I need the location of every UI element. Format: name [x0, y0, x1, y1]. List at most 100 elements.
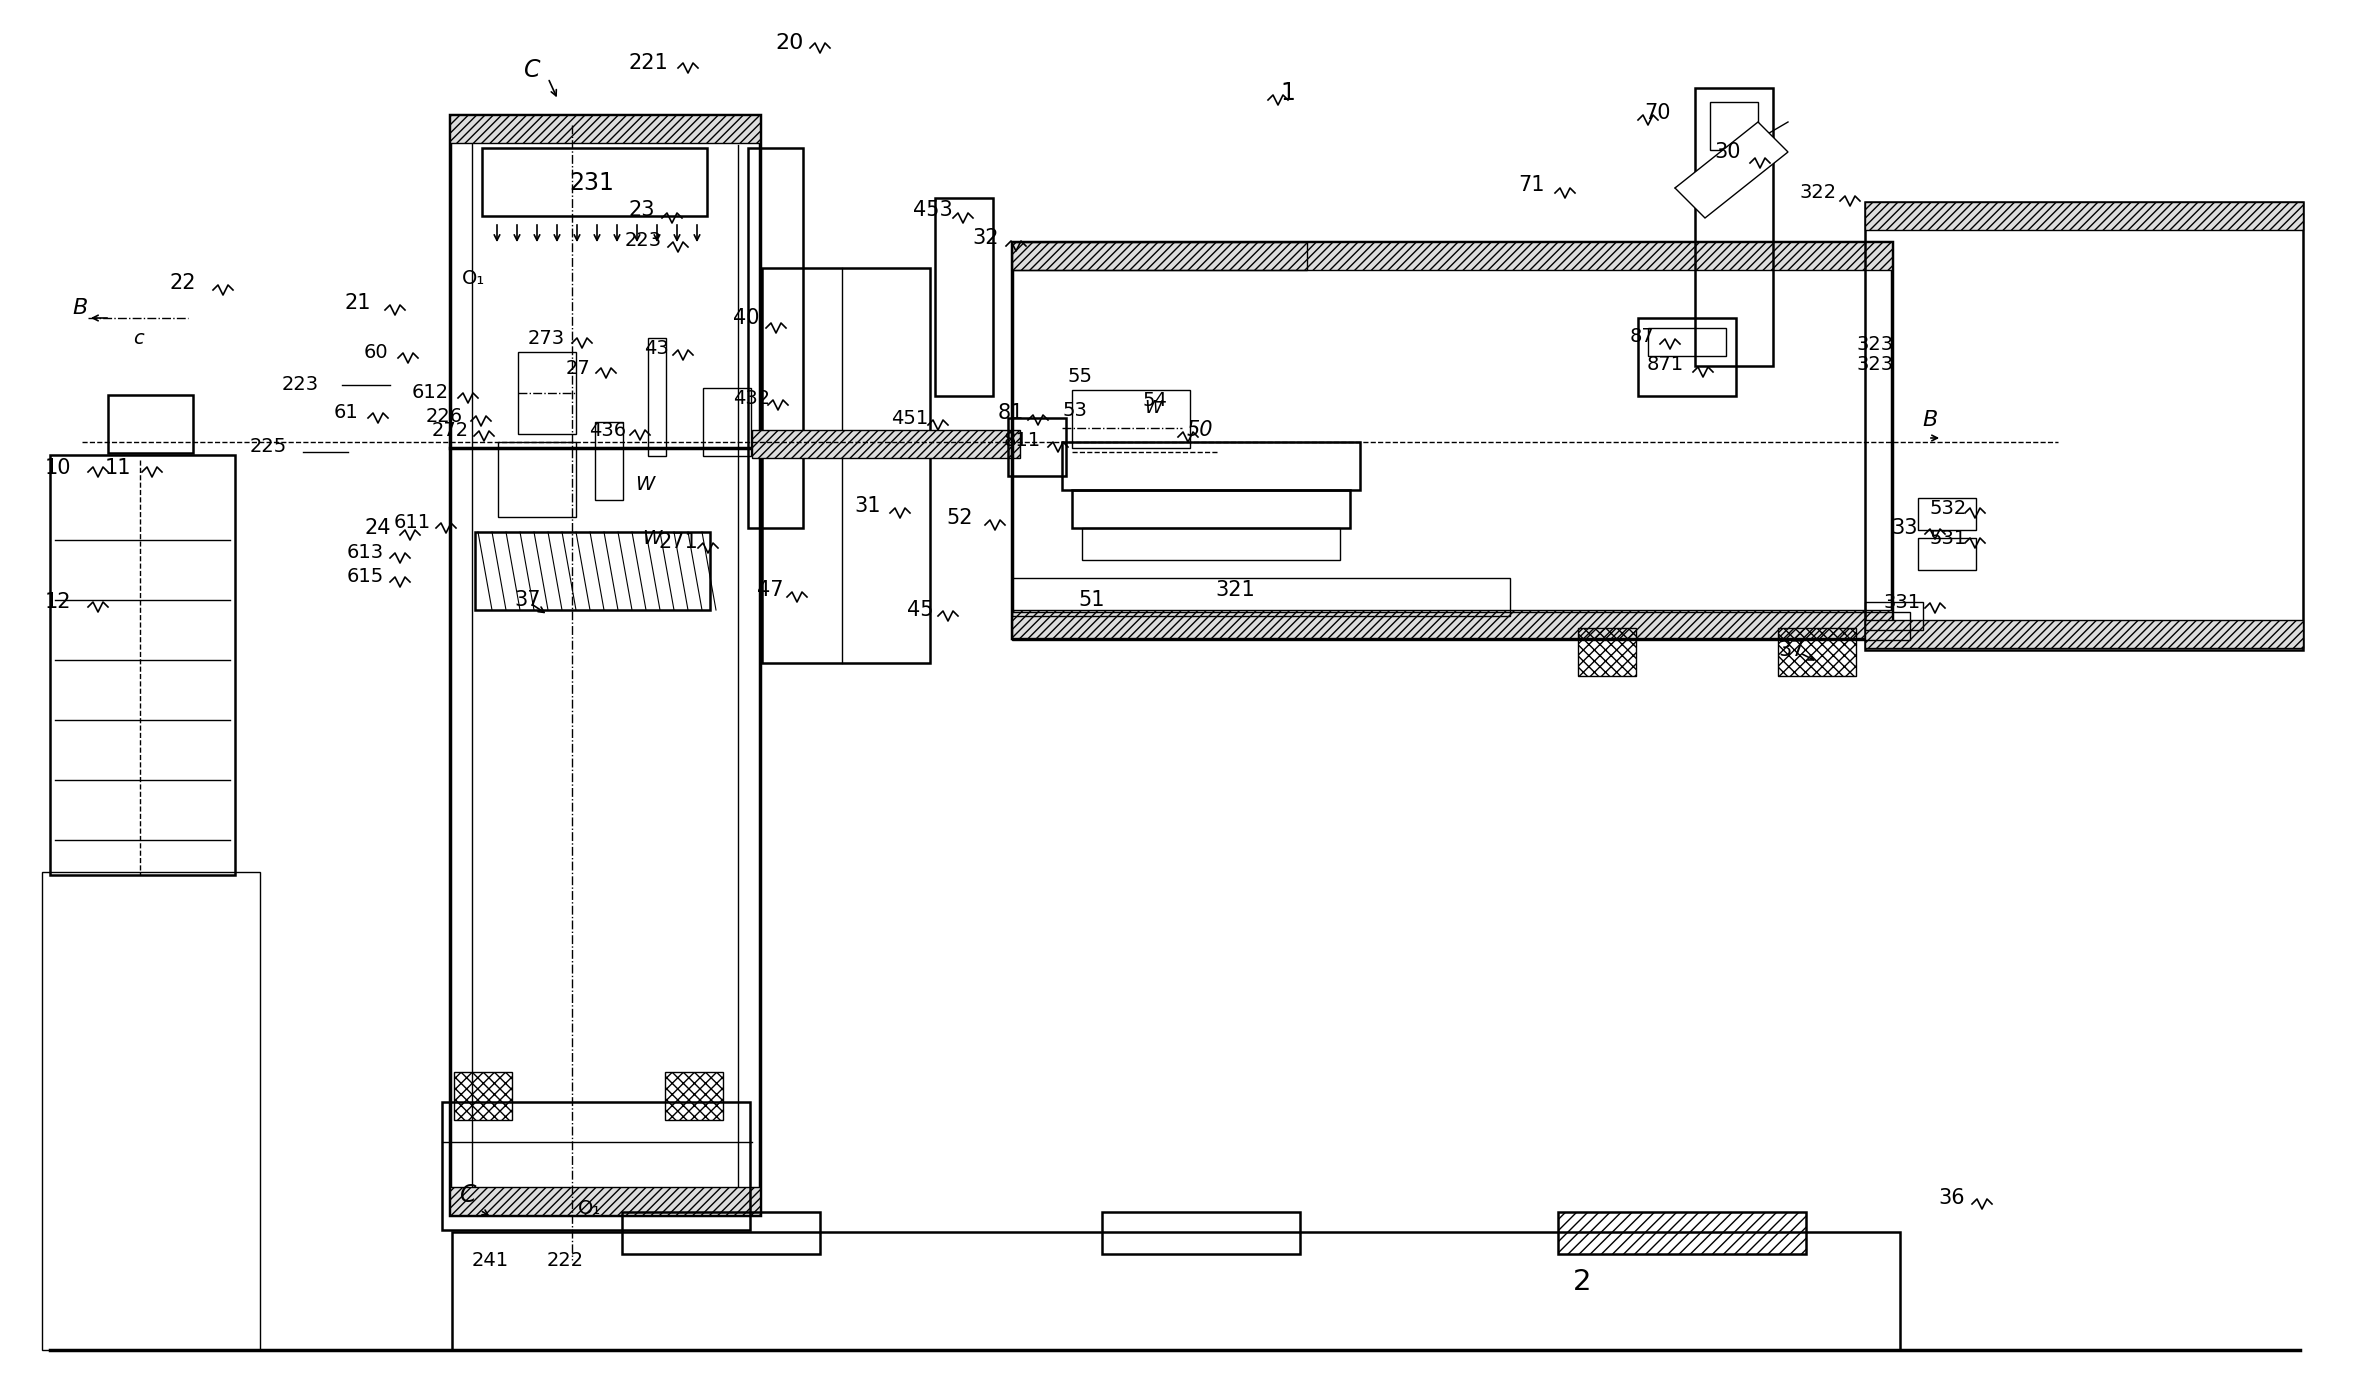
Text: 52: 52 [946, 508, 973, 528]
Bar [1577, 628, 1637, 676]
Text: 1: 1 [1281, 81, 1295, 106]
Text: 612: 612 [410, 383, 448, 403]
Text: 811: 811 [1003, 432, 1041, 450]
Text: 322: 322 [1800, 183, 1836, 203]
Text: 613: 613 [346, 543, 384, 561]
Text: 53: 53 [1063, 400, 1086, 419]
Text: 37: 37 [515, 590, 541, 610]
Text: 33: 33 [1893, 518, 1919, 538]
Bar [1008, 418, 1065, 476]
Text: 36: 36 [1938, 1188, 1966, 1208]
Text: 222: 222 [546, 1250, 584, 1270]
Text: 226: 226 [425, 407, 463, 425]
Text: 37: 37 [1779, 640, 1805, 660]
Text: C: C [460, 1183, 477, 1207]
Text: 51: 51 [1079, 590, 1105, 610]
Text: 611: 611 [394, 513, 432, 532]
Bar [1710, 101, 1758, 150]
Text: 436: 436 [588, 421, 626, 439]
Text: 223: 223 [282, 375, 318, 394]
Bar [1013, 242, 1307, 269]
Bar [1013, 578, 1511, 615]
Bar [453, 1232, 1900, 1350]
Text: 32: 32 [973, 228, 999, 249]
Bar [595, 422, 624, 500]
Bar [1649, 328, 1727, 356]
Bar [1558, 1213, 1805, 1254]
Bar [1919, 499, 1976, 531]
Text: O₁: O₁ [579, 1199, 600, 1218]
Bar [451, 115, 759, 143]
Text: 45: 45 [906, 600, 932, 619]
Bar [474, 532, 709, 610]
Text: 271: 271 [657, 532, 697, 551]
Bar [517, 351, 576, 433]
Bar [1082, 528, 1340, 560]
Text: 225: 225 [249, 436, 287, 456]
Text: 10: 10 [45, 458, 71, 478]
Bar [1013, 242, 1893, 638]
Text: 323: 323 [1857, 356, 1893, 375]
Text: 47: 47 [757, 581, 783, 600]
Bar [1063, 442, 1359, 490]
Bar [451, 115, 759, 1215]
Text: 61: 61 [334, 403, 358, 422]
Text: 54: 54 [1143, 390, 1167, 410]
Bar [50, 456, 235, 875]
Bar [702, 388, 752, 456]
Bar [482, 149, 707, 217]
Text: W: W [1143, 399, 1162, 417]
Text: c: c [133, 329, 142, 347]
Text: 43: 43 [643, 339, 669, 357]
Text: 2: 2 [1573, 1268, 1592, 1296]
Text: 30: 30 [1715, 142, 1741, 163]
Bar [1919, 538, 1976, 569]
Text: B: B [74, 299, 88, 318]
Bar [1072, 390, 1191, 449]
Text: 615: 615 [346, 568, 384, 586]
Text: 531: 531 [1928, 528, 1966, 547]
Bar [935, 199, 994, 396]
Text: 453: 453 [913, 200, 954, 219]
Bar [1639, 318, 1736, 396]
Text: 532: 532 [1928, 499, 1966, 518]
Text: 321: 321 [1214, 581, 1255, 600]
Text: 432: 432 [733, 389, 771, 407]
Text: W: W [643, 528, 662, 547]
Bar [1779, 628, 1855, 676]
Text: C: C [524, 58, 541, 82]
Bar [664, 1072, 723, 1120]
Text: 81: 81 [999, 403, 1025, 424]
Bar [453, 1072, 512, 1120]
Bar [451, 1188, 759, 1215]
Text: 55: 55 [1067, 368, 1093, 386]
Text: 70: 70 [1644, 103, 1672, 124]
Bar [498, 442, 576, 517]
Text: 451: 451 [892, 410, 927, 428]
Bar [1103, 1213, 1300, 1254]
Text: O₁: O₁ [463, 268, 486, 288]
Bar [1013, 242, 1893, 269]
Text: 11: 11 [104, 458, 130, 478]
Bar [747, 149, 804, 528]
Bar [1013, 613, 1909, 640]
Text: W: W [636, 475, 655, 494]
Text: 241: 241 [472, 1250, 508, 1270]
Bar [1696, 88, 1772, 365]
Text: 273: 273 [527, 329, 565, 347]
Text: 231: 231 [569, 171, 614, 194]
Text: 323: 323 [1857, 336, 1893, 354]
Bar [1013, 610, 1893, 638]
Bar [621, 1213, 821, 1254]
Bar [1072, 490, 1350, 528]
Bar [43, 872, 261, 1350]
Bar [109, 394, 192, 453]
Text: 871: 871 [1646, 356, 1684, 375]
Bar [648, 338, 667, 456]
Text: 331: 331 [1883, 593, 1921, 611]
Text: 12: 12 [45, 592, 71, 613]
Text: 50: 50 [1186, 419, 1212, 440]
Text: 71: 71 [1518, 175, 1544, 194]
Bar [1864, 201, 2303, 650]
Text: 60: 60 [363, 343, 389, 363]
